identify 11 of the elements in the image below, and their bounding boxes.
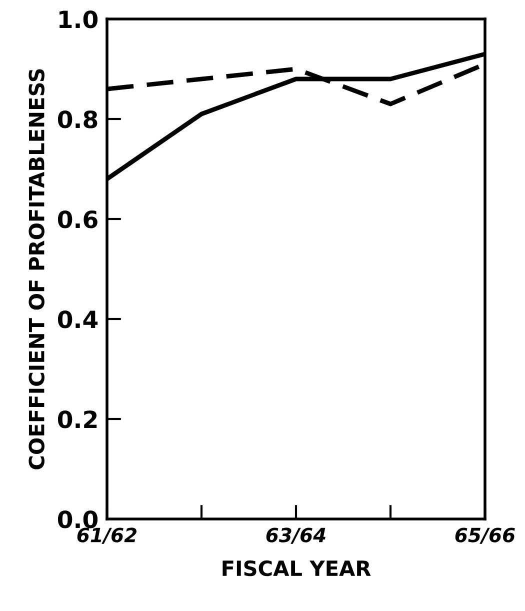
y-tick-label: 1.0 (60, 10, 98, 28)
x-tick-label: 63/64 (266, 528, 326, 544)
y-tick-label: 0.6 (58, 210, 98, 228)
x-axis-title: FISCAL YEAR (222, 560, 371, 576)
x-tick-label: 61/62 (77, 528, 137, 544)
y-axis-title: COEFFICIENT OF PROFITABLENESS (28, 69, 44, 470)
y-tick-label: 0.0 (58, 510, 98, 528)
y-tick-label: 0.2 (58, 410, 97, 428)
x-tick-label: 65/66 (455, 528, 515, 544)
y-tick-label: 0.4 (58, 310, 98, 328)
y-tick-label: 0.8 (58, 110, 98, 128)
